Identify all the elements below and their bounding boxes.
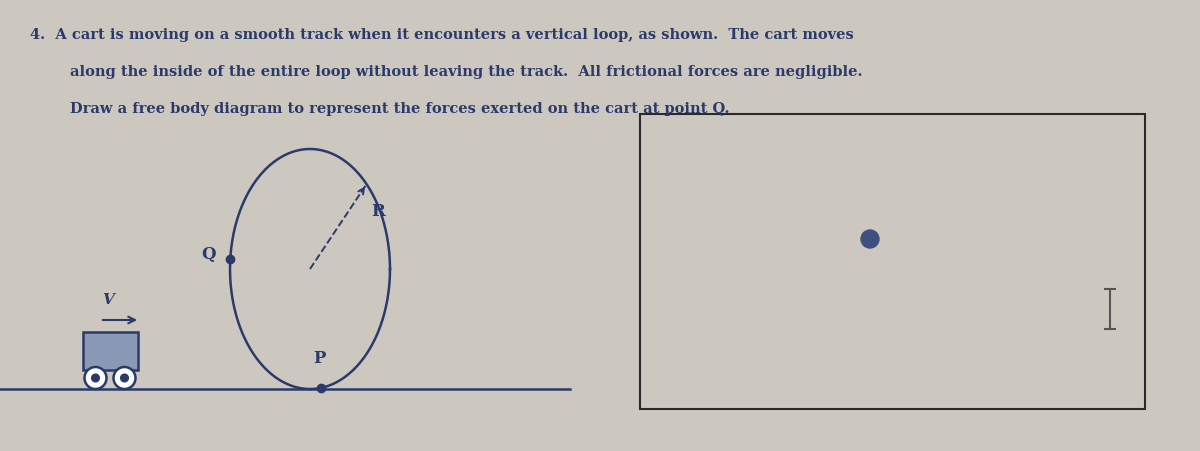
Bar bbox=[640, 115, 1145, 409]
Text: Q: Q bbox=[202, 245, 216, 262]
Circle shape bbox=[121, 374, 128, 382]
Circle shape bbox=[84, 367, 107, 389]
Bar bbox=[83, 332, 138, 370]
Text: R: R bbox=[372, 202, 385, 220]
Circle shape bbox=[862, 230, 880, 249]
Text: P: P bbox=[313, 349, 325, 366]
Text: V: V bbox=[102, 292, 114, 306]
Text: Draw a free body diagram to represent the forces exerted on the cart at point Q.: Draw a free body diagram to represent th… bbox=[70, 102, 730, 116]
Text: 4.  A cart is moving on a smooth track when it encounters a vertical loop, as sh: 4. A cart is moving on a smooth track wh… bbox=[30, 28, 853, 42]
Text: along the inside of the entire loop without leaving the track.  All frictional f: along the inside of the entire loop with… bbox=[70, 65, 863, 79]
Circle shape bbox=[114, 367, 136, 389]
Circle shape bbox=[91, 374, 100, 382]
